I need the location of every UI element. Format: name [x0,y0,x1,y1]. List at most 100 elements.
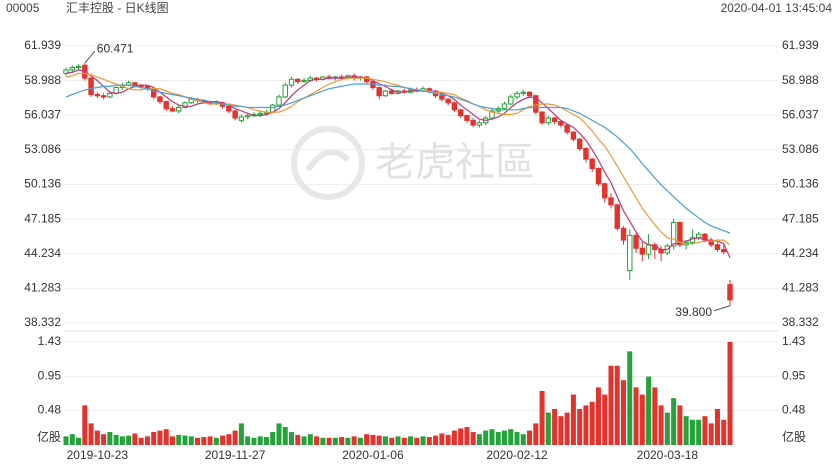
candle-body [721,248,727,253]
candle-body [169,108,176,112]
candle-body [595,167,602,185]
timestamp: 2020-04-01 13:45:04 [721,1,833,15]
volume-bar [627,351,633,445]
volume-bar [602,394,608,445]
volume-bar [689,419,695,445]
volume-bar [545,412,551,445]
candle-body [282,84,288,98]
candle-body [94,94,101,97]
volume-bar [476,434,482,445]
volume-bar [94,430,100,445]
volume-bar [282,426,288,445]
volume-bar [458,428,464,445]
candle-body [608,197,614,206]
volume-bar [714,408,720,445]
candle-body [727,284,733,301]
volume-bar [483,430,489,445]
volume-bar [370,434,376,445]
volume-bar [276,423,282,445]
volume-bar [608,365,614,445]
volume-bar [552,408,558,445]
volume-bar [364,434,370,445]
candle-body [301,79,307,83]
x-tick-label: 2019-11-27 [205,448,266,462]
volume-bar [289,432,295,445]
volume-bar [727,342,733,445]
volume-bar [445,434,451,445]
volume-bar [101,434,107,445]
volume-bar [539,390,545,445]
volume-bar [295,434,301,445]
volume-bar [426,437,432,445]
volume-bar [376,435,382,445]
candle-body [244,115,251,118]
x-tick-label: 2019-10-23 [67,448,129,462]
volume-bar [621,380,627,445]
volume-bar [138,437,144,445]
volume-bar [63,436,69,445]
volume-bar [558,416,564,445]
watermark-logo [305,149,351,172]
volume-bar [671,398,677,445]
candle-body [439,95,445,100]
candle-body [627,234,633,272]
y-tick-label: 56.037 [24,107,61,121]
candle-body [570,131,577,140]
annotation-leader [84,50,96,64]
candle-body [489,110,495,119]
watermark-text: 老虎社區 [375,141,535,185]
volume-bar [664,412,670,445]
volume-bar [614,365,620,445]
candle-body [501,103,508,110]
candle-body [295,78,301,83]
y-tick-label: 61.939 [24,38,61,52]
candle-body [376,87,382,97]
candle-body [639,247,646,255]
volume-bar [495,432,501,445]
candle-body [226,105,232,112]
volume-bar [514,432,520,445]
watermark: 老虎社區 [291,126,535,200]
y-tick-label: 53.086 [24,142,61,156]
volume-bar [433,435,439,445]
volume-bar [144,436,150,445]
candle-body [620,227,627,241]
candle-body [288,78,295,86]
volume-bar [113,434,119,445]
watermark-logo [291,126,365,200]
volume-bar [220,435,226,445]
candle-body [238,116,245,121]
candle-body [714,244,721,250]
volume-bar [451,430,457,445]
volume-bar [489,429,495,445]
volume-bar [351,436,357,445]
volume-bar [652,387,658,445]
volume-bar [345,437,351,445]
volume-bar [721,419,727,445]
volume-bar [151,432,157,445]
volume-tick-label-right: 1.43 [782,334,806,348]
volume-bar [320,437,326,445]
volume-bar [119,436,125,445]
candle-body [614,204,620,229]
candle-body [69,67,75,71]
volume-bar [326,437,332,445]
candle-body [75,65,82,69]
candle-body [389,90,395,94]
volume-bar [182,435,188,445]
volume-bar [195,437,201,445]
candle-body [107,92,113,98]
candle-body [132,82,138,86]
volume-unit-right: 亿股 [782,429,806,444]
y-tick-label-right: 38.332 [782,315,819,329]
annotation-leader [713,305,731,312]
candle-body [545,117,552,124]
volume-bar [633,387,639,445]
candle-body [445,98,451,104]
volume-bar [263,437,269,445]
moving-average-line [65,83,731,234]
candle-body [514,92,520,98]
volume-bar [238,423,244,445]
annotation: 60.471 [97,41,134,55]
